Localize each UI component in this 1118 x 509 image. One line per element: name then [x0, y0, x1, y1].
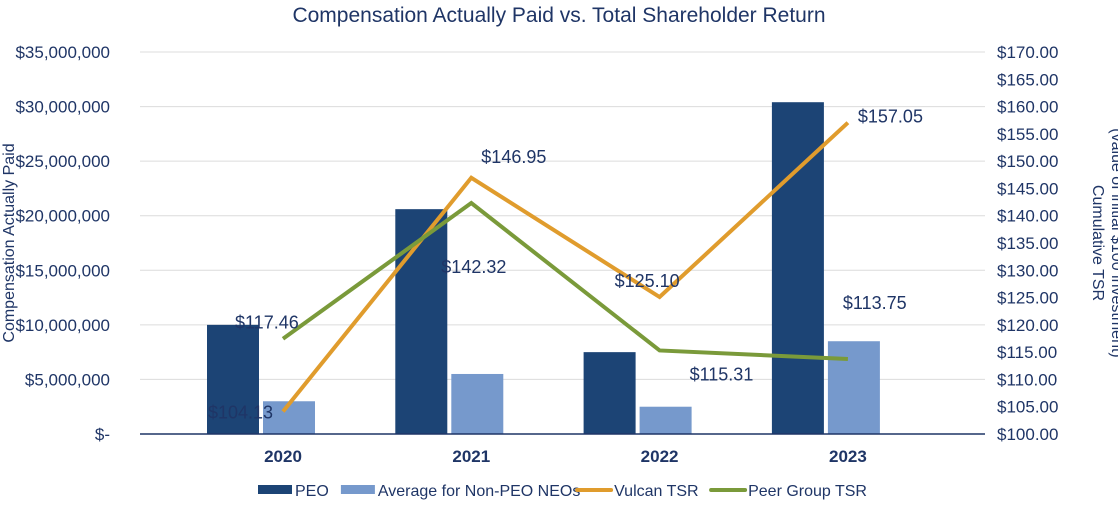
y2-tick-label: $115.00 — [997, 343, 1057, 362]
y2-axis-label-line1: Cumulative TSR — [1089, 185, 1106, 301]
y2-tick-label: $160.00 — [997, 98, 1058, 117]
y2-tick-label: $130.00 — [997, 261, 1058, 280]
data-label: $115.31 — [690, 364, 754, 384]
y2-tick-label: $135.00 — [997, 234, 1058, 253]
data-label: $113.75 — [843, 293, 907, 313]
chart-title: Compensation Actually Paid vs. Total Sha… — [292, 4, 825, 27]
data-label: $104.13 — [208, 402, 273, 422]
x-tick-label: 2020 — [264, 447, 302, 466]
y-tick-label: $20,000,000 — [15, 207, 110, 226]
x-tick-label: 2023 — [829, 447, 867, 466]
data-label: $142.32 — [441, 257, 506, 277]
y2-tick-label: $125.00 — [997, 289, 1058, 308]
y2-tick-label: $170.00 — [997, 43, 1058, 62]
y2-tick-label: $150.00 — [997, 152, 1058, 171]
bar-average-for-non-peo-neos — [639, 406, 692, 434]
x-tick-label: 2021 — [452, 447, 490, 466]
data-label: $117.46 — [235, 313, 299, 333]
y2-tick-label: $165.00 — [997, 70, 1058, 89]
y2-tick-label: $105.00 — [997, 398, 1058, 417]
data-label: $125.10 — [615, 271, 680, 291]
y-tick-label: $- — [95, 425, 110, 444]
y-tick-label: $25,000,000 — [15, 152, 110, 171]
line-vulcan-tsr — [281, 121, 850, 413]
y-tick-label: $30,000,000 — [15, 98, 110, 117]
bar-average-for-non-peo-neos — [827, 341, 880, 434]
y2-tick-label: $140.00 — [997, 207, 1058, 226]
bar-peo — [583, 352, 636, 434]
y2-axis-label-line2: (value of initial $100 investment) — [1108, 128, 1118, 357]
line-peer-group-tsr — [281, 200, 848, 361]
y-tick-label: $35,000,000 — [15, 43, 110, 62]
data-label: $157.05 — [858, 107, 923, 127]
legend-label: Peer Group TSR — [748, 483, 867, 500]
y-tick-label: $5,000,000 — [25, 370, 110, 389]
bar-average-for-non-peo-neos — [451, 373, 504, 434]
bar-peo — [207, 324, 259, 434]
y2-tick-label: $110.00 — [997, 370, 1057, 389]
y2-tick-label: $120.00 — [997, 316, 1058, 335]
legend-swatch — [340, 485, 375, 494]
y2-tick-label: $155.00 — [997, 125, 1058, 144]
y-axis-label: Compensation Actually Paid — [1, 143, 18, 342]
y2-tick-label: $145.00 — [997, 179, 1058, 198]
y-tick-label: $15,000,000 — [15, 261, 110, 280]
legend-swatch — [258, 485, 292, 494]
legend-label: PEO — [295, 483, 329, 500]
data-label: $146.95 — [481, 147, 546, 167]
y-tick-label: $10,000,000 — [15, 316, 110, 335]
y2-tick-label: $100.00 — [997, 425, 1058, 444]
bar-peo — [395, 209, 448, 434]
bar-peo — [771, 102, 824, 434]
legend-label: Vulcan TSR — [614, 483, 698, 500]
legend-label: Average for Non-PEO NEOs — [378, 483, 580, 500]
x-tick-label: 2022 — [641, 447, 679, 466]
